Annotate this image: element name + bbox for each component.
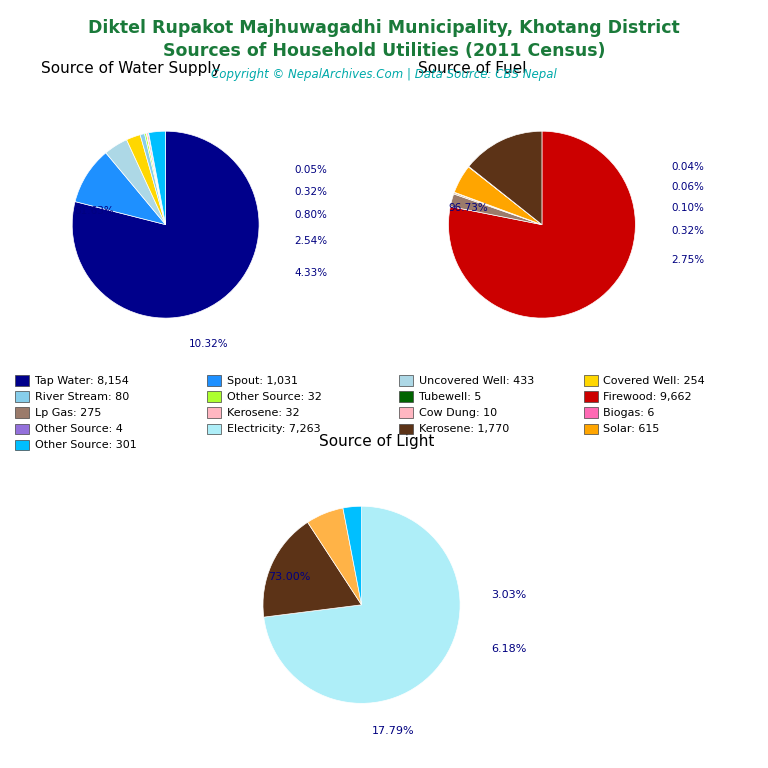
Text: 2.54%: 2.54%	[295, 237, 328, 247]
Text: River Stream: 80: River Stream: 80	[35, 392, 129, 402]
Text: 0.06%: 0.06%	[671, 182, 703, 192]
Wedge shape	[343, 506, 362, 605]
Text: 0.05%: 0.05%	[295, 165, 327, 175]
Text: 0.04%: 0.04%	[671, 162, 703, 172]
Wedge shape	[263, 506, 460, 703]
Text: 96.73%: 96.73%	[448, 203, 488, 213]
Text: 6.18%: 6.18%	[492, 644, 527, 654]
Text: Sources of Household Utilities (2011 Census): Sources of Household Utilities (2011 Cen…	[163, 42, 605, 60]
Text: Uncovered Well: 433: Uncovered Well: 433	[419, 376, 534, 386]
Text: Spout: 1,031: Spout: 1,031	[227, 376, 297, 386]
Wedge shape	[140, 134, 166, 224]
Text: Electricity: 7,263: Electricity: 7,263	[227, 424, 320, 434]
Wedge shape	[308, 508, 362, 605]
Text: Tubewell: 5: Tubewell: 5	[419, 392, 481, 402]
Wedge shape	[127, 134, 166, 224]
Wedge shape	[450, 194, 542, 224]
Text: Covered Well: 254: Covered Well: 254	[603, 376, 704, 386]
Text: 0.80%: 0.80%	[295, 210, 327, 220]
Text: Firewood: 9,662: Firewood: 9,662	[603, 392, 691, 402]
Text: Source of Water Supply: Source of Water Supply	[41, 61, 221, 76]
Text: Solar: 615: Solar: 615	[603, 424, 659, 434]
Text: Cow Dung: 10: Cow Dung: 10	[419, 408, 497, 418]
Wedge shape	[148, 133, 166, 224]
Text: 2.75%: 2.75%	[671, 255, 704, 265]
Text: Biogas: 6: Biogas: 6	[603, 408, 654, 418]
Wedge shape	[144, 133, 166, 224]
Wedge shape	[72, 131, 259, 318]
Text: 0.32%: 0.32%	[671, 227, 704, 237]
Text: Kerosene: 1,770: Kerosene: 1,770	[419, 424, 509, 434]
Text: Tap Water: 8,154: Tap Water: 8,154	[35, 376, 128, 386]
Wedge shape	[147, 133, 166, 224]
Text: Copyright © NepalArchives.Com | Data Source: CBS Nepal: Copyright © NepalArchives.Com | Data Sou…	[211, 68, 557, 81]
Text: Other Source: 32: Other Source: 32	[227, 392, 322, 402]
Title: Source of Light: Source of Light	[319, 434, 434, 449]
Text: 0.32%: 0.32%	[295, 187, 328, 197]
Wedge shape	[149, 131, 166, 224]
Text: 73.00%: 73.00%	[268, 572, 310, 582]
Wedge shape	[468, 167, 542, 224]
Text: 81.63%: 81.63%	[74, 206, 114, 216]
Wedge shape	[449, 131, 635, 318]
Text: 17.79%: 17.79%	[372, 726, 414, 736]
Text: Source of Fuel: Source of Fuel	[418, 61, 526, 76]
Wedge shape	[263, 522, 362, 617]
Wedge shape	[468, 131, 542, 224]
Text: 10.32%: 10.32%	[189, 339, 229, 349]
Text: Lp Gas: 275: Lp Gas: 275	[35, 408, 101, 418]
Text: Other Source: 301: Other Source: 301	[35, 440, 136, 450]
Text: Other Source: 4: Other Source: 4	[35, 424, 122, 434]
Text: 4.33%: 4.33%	[295, 268, 328, 278]
Wedge shape	[147, 133, 166, 224]
Wedge shape	[454, 192, 542, 224]
Text: Diktel Rupakot Majhuwagadhi Municipality, Khotang District: Diktel Rupakot Majhuwagadhi Municipality…	[88, 19, 680, 37]
Text: Kerosene: 32: Kerosene: 32	[227, 408, 300, 418]
Wedge shape	[106, 140, 166, 224]
Wedge shape	[75, 153, 166, 224]
Wedge shape	[455, 167, 542, 224]
Text: 0.10%: 0.10%	[671, 203, 703, 213]
Wedge shape	[454, 193, 542, 224]
Text: 3.03%: 3.03%	[492, 590, 527, 600]
